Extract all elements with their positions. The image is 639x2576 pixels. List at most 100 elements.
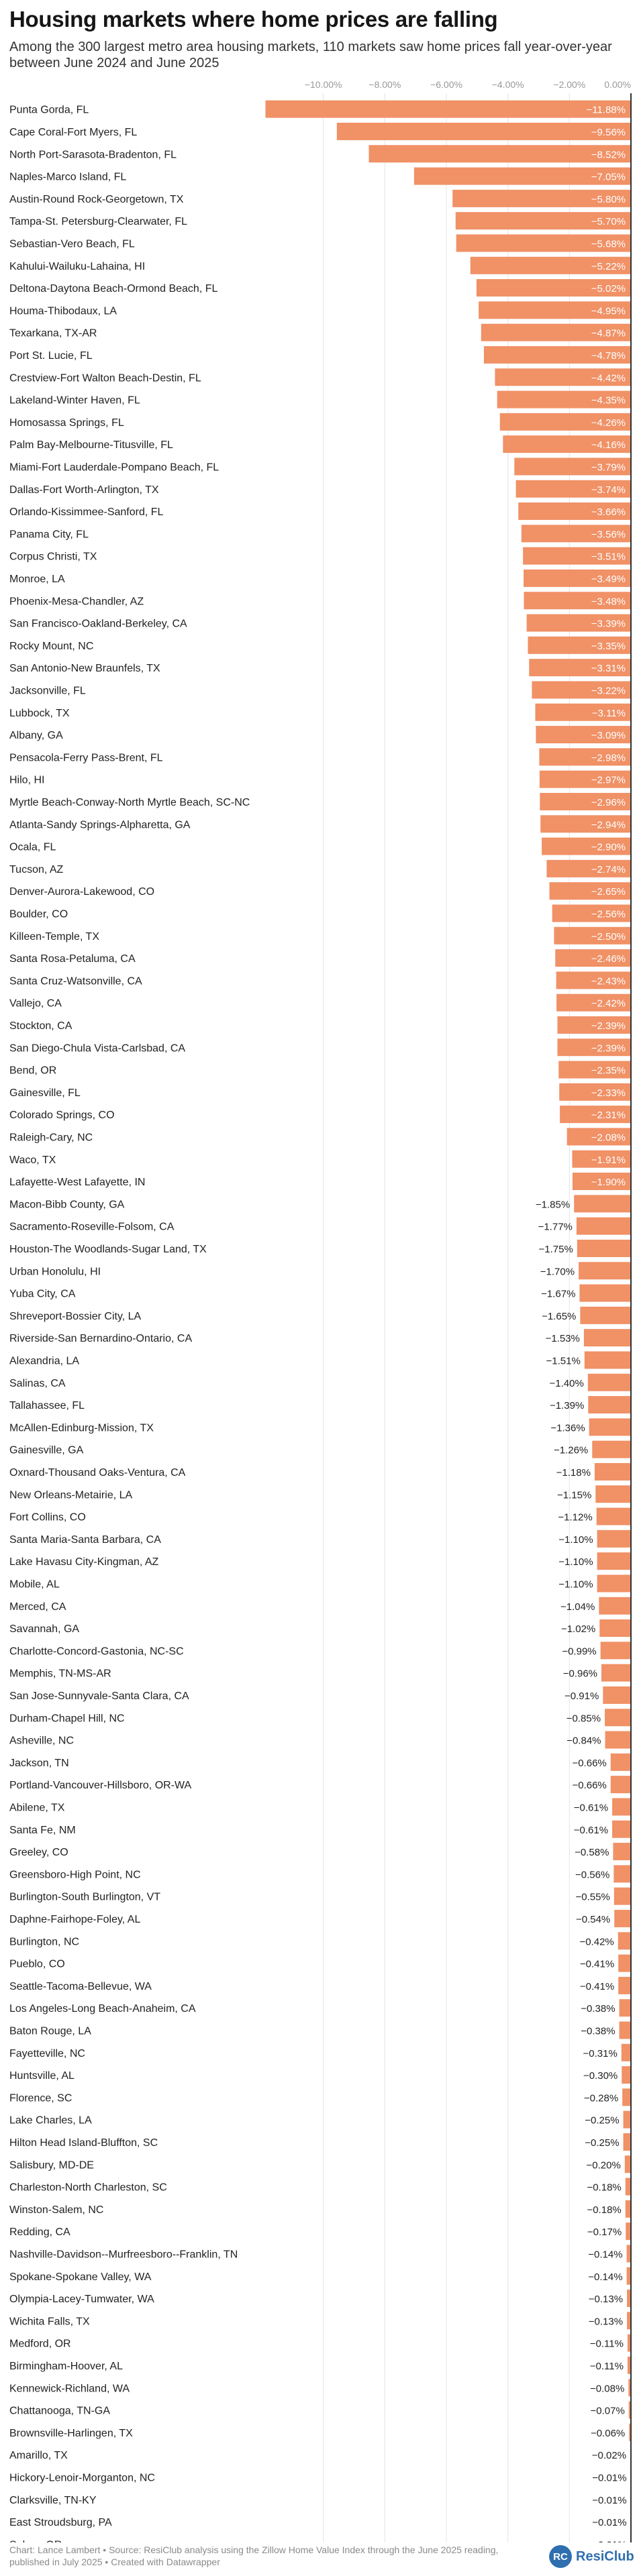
value-label: −1.90% — [591, 1177, 626, 1188]
bar — [539, 770, 631, 788]
bar — [587, 1373, 631, 1391]
value-label: −2.39% — [591, 1020, 626, 1032]
category-label: Charleston-North Charleston, SC — [9, 2182, 167, 2194]
category-label: Sacramento-Roseville-Folsom, CA — [9, 1222, 175, 1233]
value-label: −2.42% — [591, 998, 626, 1010]
category-label: Burlington, NC — [9, 1936, 79, 1947]
bar — [521, 525, 631, 543]
value-label: −3.56% — [591, 529, 626, 540]
category-label: Santa Maria-Santa Barbara, CA — [9, 1534, 161, 1546]
category-label: Chattanooga, TN-GA — [9, 2406, 110, 2417]
category-label: Birmingham-Hoover, AL — [9, 2361, 123, 2372]
value-label: −4.35% — [591, 395, 626, 407]
bar — [613, 1887, 631, 1905]
value-label: −1.39% — [550, 1400, 584, 1411]
bar — [524, 592, 631, 610]
category-label: Urban Honolulu, HI — [9, 1266, 101, 1277]
value-label: −4.26% — [591, 417, 626, 429]
category-label: Austin-Round Rock-Georgetown, TX — [9, 194, 184, 205]
value-label: −3.39% — [591, 619, 626, 630]
bar — [627, 2356, 631, 2374]
category-label: Killeen-Temple, TX — [9, 931, 99, 943]
value-label: −1.67% — [541, 1289, 575, 1300]
value-label: −4.95% — [591, 305, 626, 317]
bar — [572, 1150, 631, 1168]
value-label: −8.52% — [591, 149, 626, 160]
bar — [515, 480, 631, 498]
bar — [622, 2088, 631, 2106]
bar — [597, 1552, 631, 1570]
value-label: −3.49% — [591, 574, 626, 585]
bar — [618, 1976, 631, 1994]
value-label: −3.11% — [592, 708, 626, 719]
bar — [523, 547, 631, 565]
bar — [583, 1329, 631, 1347]
category-label: Shreveport-Bossier City, LA — [9, 1311, 142, 1322]
bar — [560, 1106, 631, 1124]
value-label: −9.56% — [591, 127, 626, 138]
value-label: −2.50% — [591, 931, 626, 943]
value-label: −0.99% — [562, 1646, 596, 1657]
resiclub-logo-text: ResiClub — [576, 2548, 634, 2564]
value-label: −0.66% — [572, 1758, 606, 1769]
bar — [336, 122, 631, 140]
value-label: −3.66% — [591, 506, 626, 518]
bar — [626, 2245, 631, 2263]
bar — [554, 926, 631, 945]
category-label: Cape Coral-Fort Myers, FL — [9, 127, 137, 138]
bar — [557, 1038, 631, 1057]
x-tick-label: −8.00% — [368, 79, 401, 90]
value-label: −1.02% — [561, 1623, 595, 1635]
value-label: −0.30% — [583, 2070, 618, 2082]
bar — [580, 1306, 631, 1324]
bar — [549, 882, 631, 900]
bar — [628, 2401, 631, 2419]
bar — [452, 189, 631, 207]
value-label: −0.11% — [590, 2361, 624, 2372]
value-label: −0.14% — [588, 2249, 622, 2260]
category-label: New Orleans-Metairie, LA — [9, 1489, 133, 1501]
bar — [368, 145, 631, 163]
category-label: Lake Charles, LA — [9, 2115, 92, 2127]
bar — [556, 994, 631, 1012]
category-label: Hilton Head Island-Bluffton, SC — [9, 2137, 158, 2149]
category-label: Alexandria, LA — [9, 1355, 79, 1366]
category-label: Lubbock, TX — [9, 708, 70, 719]
category-label: Salem, OR — [9, 2539, 62, 2542]
bar — [536, 726, 631, 744]
value-label: −0.07% — [590, 2406, 624, 2417]
category-label: Abilene, TX — [9, 1802, 65, 1813]
value-label: −2.96% — [591, 797, 626, 808]
bar — [483, 345, 631, 364]
bar — [589, 1418, 631, 1436]
value-label: −2.56% — [591, 908, 626, 920]
bar — [625, 2178, 631, 2196]
bar — [605, 1731, 631, 1749]
value-label: −1.12% — [558, 1512, 592, 1523]
value-label: −0.41% — [580, 1959, 614, 1970]
bar — [603, 1686, 631, 1704]
category-label: Jackson, TN — [9, 1758, 69, 1769]
category-label: Memphis, TN-MS-AR — [9, 1668, 111, 1680]
value-label: −1.51% — [546, 1355, 580, 1366]
category-label: Burlington-South Burlington, VT — [9, 1892, 160, 1903]
bar — [476, 279, 631, 297]
bar — [518, 502, 631, 521]
category-label: North Port-Sarasota-Bradenton, FL — [9, 149, 177, 160]
value-label: −5.80% — [591, 194, 626, 205]
category-label: San Diego-Chula Vista-Carlsbad, CA — [9, 1042, 185, 1054]
category-label: Olympia-Lacey-Tumwater, WA — [9, 2294, 154, 2305]
bar — [479, 301, 631, 319]
value-label: −2.98% — [591, 752, 626, 763]
value-label: −0.01% — [592, 2495, 626, 2506]
category-label: Phoenix-Mesa-Chandler, AZ — [9, 596, 144, 607]
value-label: −0.20% — [587, 2159, 621, 2171]
category-label: Spokane-Spokane Valley, WA — [9, 2271, 152, 2283]
category-label: Oxnard-Thousand Oaks-Ventura, CA — [9, 1467, 186, 1479]
category-label: Jacksonville, FL — [9, 685, 86, 696]
bar — [528, 636, 631, 654]
bar — [626, 2267, 631, 2285]
bar — [579, 1284, 631, 1302]
category-label: Fort Collins, CO — [9, 1512, 86, 1523]
category-label: McAllen-Edinburg-Mission, TX — [9, 1422, 154, 1434]
